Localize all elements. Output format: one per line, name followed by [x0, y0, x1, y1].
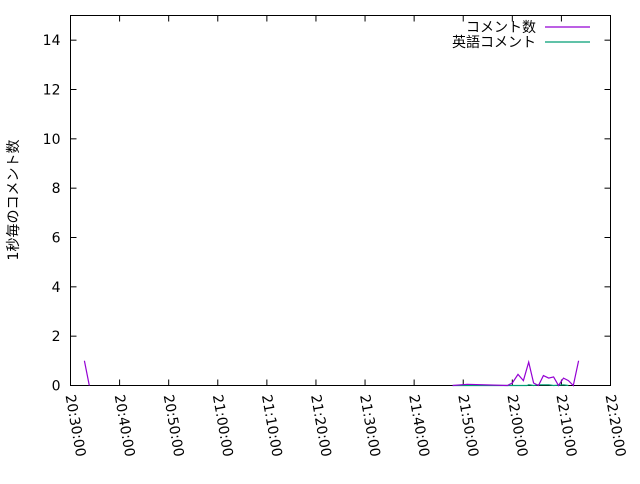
x-tick-label: 22:20:00: [602, 393, 629, 458]
y-tick-label: 2: [52, 329, 61, 345]
y-tick-label: 4: [52, 280, 61, 296]
x-tick-label: 21:10:00: [258, 393, 285, 458]
legend-label: コメント数: [466, 20, 536, 36]
x-tick-label: 21:50:00: [454, 393, 481, 458]
y-tick-label: 6: [52, 231, 61, 247]
x-tick-label: 22:10:00: [552, 393, 579, 458]
y-tick-label: 10: [43, 132, 61, 148]
y-tick-label: 8: [52, 181, 61, 197]
y-tick-label: 12: [43, 83, 61, 99]
x-tick-label: 21:40:00: [405, 393, 432, 458]
x-tick-label: 22:00:00: [503, 393, 530, 458]
x-tick-label: 21:30:00: [356, 393, 383, 458]
plot-border: [70, 15, 611, 386]
y-tick-label: 0: [52, 379, 61, 395]
series-line: [452, 359, 580, 387]
y-tick-label: 14: [43, 33, 61, 49]
x-tick-label: 20:50:00: [160, 393, 187, 458]
y-axis-label: 1秒毎のコメント数: [6, 140, 22, 261]
x-tick-label: 21:20:00: [307, 393, 334, 458]
series-line: [83, 360, 90, 386]
legend-label: 英語コメント: [452, 34, 536, 51]
x-tick-label: 20:30:00: [62, 393, 89, 458]
x-tick-label: 21:00:00: [209, 393, 236, 458]
x-tick-label: 20:40:00: [111, 393, 138, 458]
